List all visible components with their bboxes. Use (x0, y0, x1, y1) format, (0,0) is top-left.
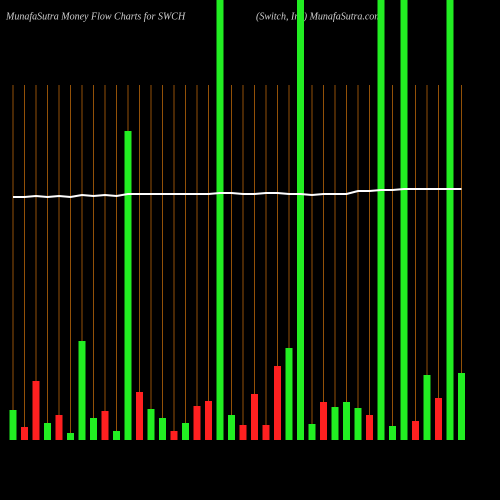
bar (193, 406, 201, 440)
bar (228, 415, 235, 440)
chart-title: MunafaSutra Money Flow Charts for SWCH (5, 11, 186, 22)
bar (90, 418, 97, 440)
bar (400, 0, 408, 440)
bar (32, 381, 40, 440)
bar (147, 409, 155, 440)
bar (55, 415, 63, 440)
bar (446, 0, 454, 440)
bar (423, 375, 431, 440)
bar (44, 423, 51, 440)
bar (251, 394, 258, 440)
bar (274, 366, 281, 440)
bar (366, 415, 373, 440)
bar (101, 411, 109, 440)
bar (136, 392, 143, 440)
bar (377, 0, 385, 440)
money-flow-line (13, 188, 462, 199)
bar (297, 0, 304, 440)
bar (9, 410, 17, 440)
bar (331, 407, 339, 440)
bar (124, 131, 132, 440)
bar (343, 402, 350, 440)
chart-subtitle: (Switch, Inc) MunafaSutra.com (256, 11, 382, 22)
bar (435, 398, 442, 440)
bar (170, 431, 178, 440)
bar (67, 433, 74, 440)
bar (21, 427, 28, 440)
bar (412, 421, 419, 440)
bar (285, 348, 293, 440)
bar (78, 341, 86, 440)
bar (205, 401, 212, 440)
bar (320, 402, 327, 440)
bar (182, 423, 189, 440)
bar (308, 424, 316, 440)
bar (113, 431, 120, 440)
bar (262, 425, 270, 440)
bar (458, 373, 465, 440)
bar (354, 408, 362, 440)
bar (216, 0, 224, 440)
bar (389, 426, 396, 440)
bar (159, 418, 166, 440)
bar (239, 425, 247, 440)
